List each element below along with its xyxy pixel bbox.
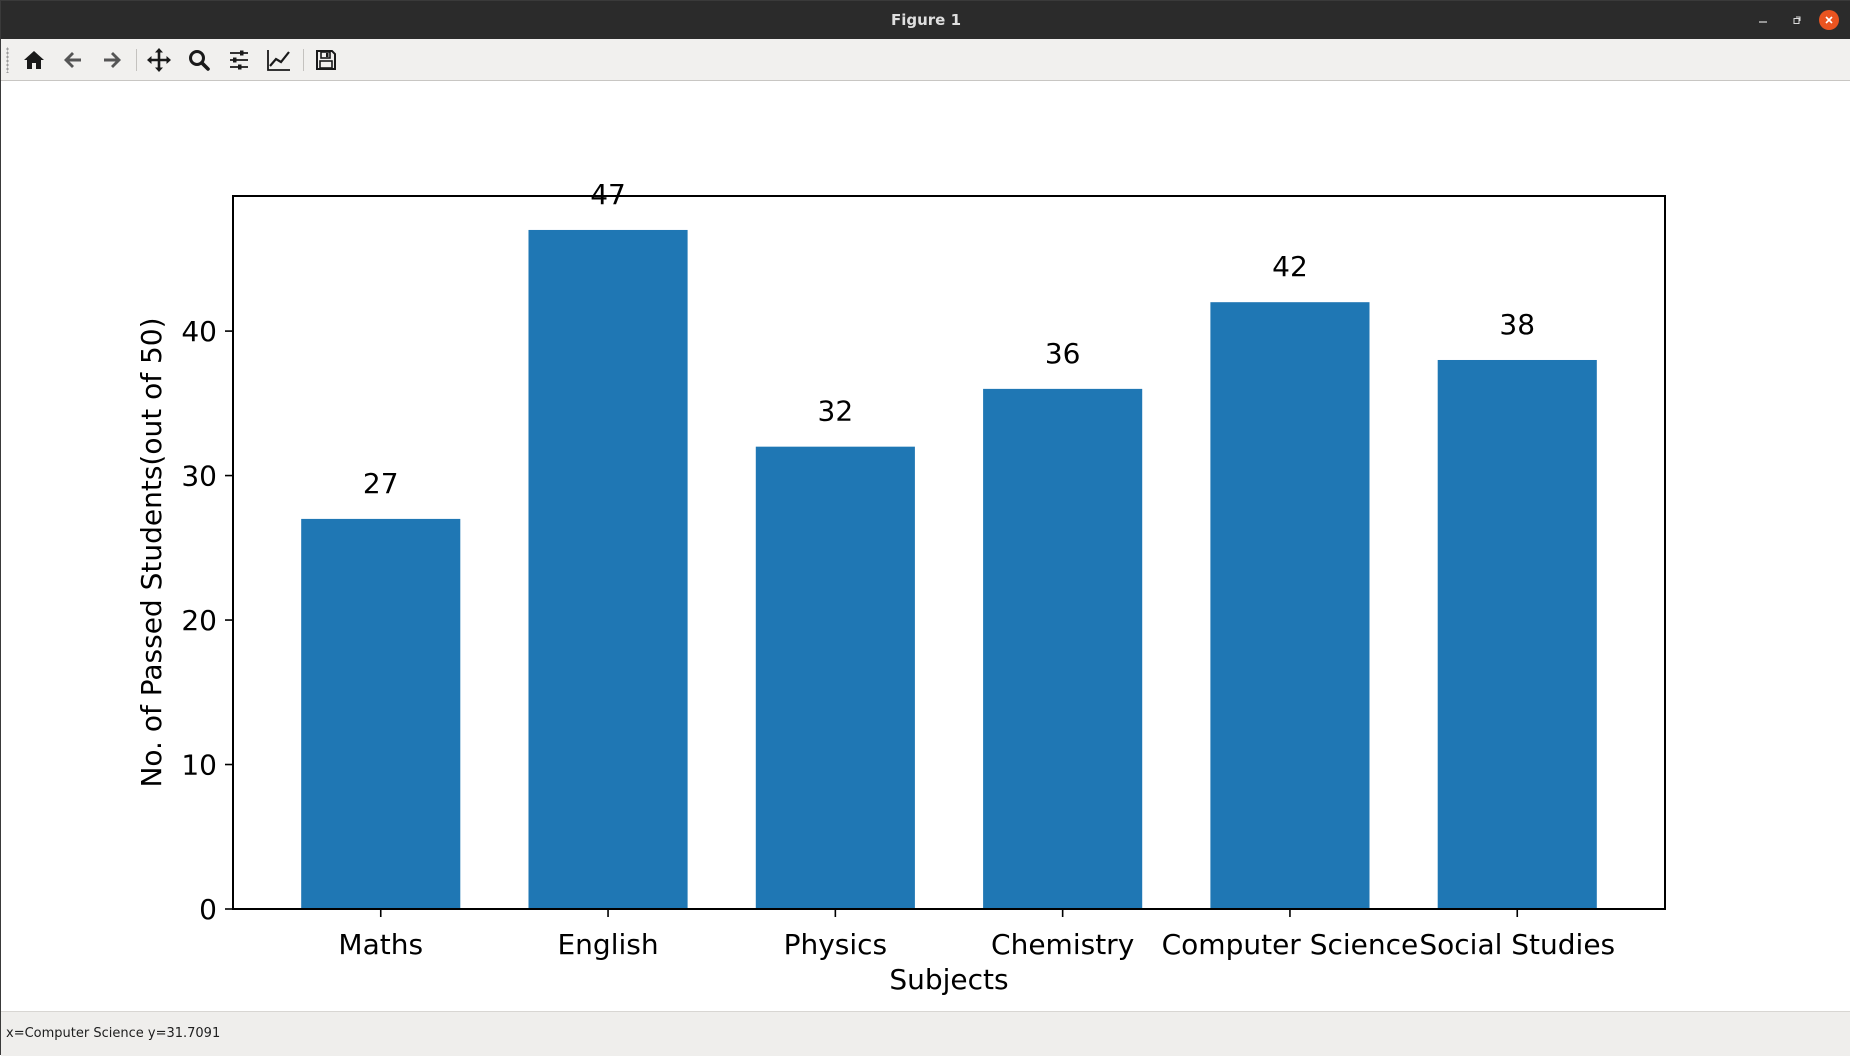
x-tick-label: English xyxy=(557,928,658,961)
edit-axis-icon xyxy=(267,50,290,71)
window-title: Figure 1 xyxy=(890,11,962,29)
close-button[interactable] xyxy=(1819,10,1839,30)
minimize-button[interactable] xyxy=(1753,10,1773,30)
bar-value-label: 47 xyxy=(590,178,626,211)
status-bar: x=Computer Science y=31.7091 xyxy=(1,1011,1850,1056)
back-button[interactable] xyxy=(57,44,89,76)
x-tick-label: Social Studies xyxy=(1419,928,1615,961)
y-tick-label: 30 xyxy=(181,460,217,493)
home-icon xyxy=(24,51,44,69)
figure-canvas[interactable]: 0 10 20 30 40 Maths English Physics Chemistry Co… xyxy=(1,81,1850,1011)
zoom-icon xyxy=(189,50,210,71)
back-arrow-icon xyxy=(64,52,81,68)
bar-chart: 0 10 20 30 40 Maths English Physics Chemistry Co… xyxy=(135,178,1666,996)
bar-value-label: 42 xyxy=(1272,250,1308,283)
forward-button[interactable] xyxy=(96,44,128,76)
navigation-toolbar xyxy=(1,39,1850,81)
edit-axis-button[interactable] xyxy=(263,44,295,76)
forward-arrow-icon xyxy=(104,52,121,68)
save-icon xyxy=(316,50,336,70)
home-button[interactable] xyxy=(18,44,50,76)
configure-subplots-icon xyxy=(230,50,248,70)
bar-value-label: 38 xyxy=(1499,308,1535,341)
toolbar-grip[interactable] xyxy=(6,47,9,73)
axes-frame xyxy=(232,195,1666,910)
y-tick-label: 20 xyxy=(181,604,217,637)
cursor-coordinates: x=Computer Science y=31.7091 xyxy=(6,1026,221,1041)
bar-chemistry xyxy=(983,388,1143,909)
restore-button[interactable] xyxy=(1787,10,1807,30)
pan-icon xyxy=(147,48,171,72)
y-tick-label: 40 xyxy=(181,315,217,348)
x-axis-label: Subjects xyxy=(889,963,1008,996)
bar-value-label: 27 xyxy=(363,467,399,500)
bar-social-studies xyxy=(1437,359,1597,909)
x-tick-label: Maths xyxy=(338,928,423,961)
x-tick-label: Computer Science xyxy=(1162,928,1419,961)
bar-computer-science xyxy=(1210,302,1370,909)
pan-button[interactable] xyxy=(143,44,175,76)
bar-value-label: 32 xyxy=(818,395,854,428)
restore-icon xyxy=(1793,16,1801,24)
bar-physics xyxy=(755,446,915,909)
save-button[interactable] xyxy=(310,44,342,76)
zoom-button[interactable] xyxy=(183,44,215,76)
x-tick-label: Chemistry xyxy=(991,928,1134,961)
bar-value-label: 36 xyxy=(1045,337,1081,370)
bar-english xyxy=(528,229,688,909)
y-tick-label: 0 xyxy=(199,893,217,926)
toolbar-separator xyxy=(303,49,304,71)
close-icon xyxy=(1825,16,1833,24)
x-tick-label: Physics xyxy=(784,928,888,961)
toolbar-separator xyxy=(136,49,137,71)
title-bar: Figure 1 xyxy=(1,1,1850,39)
y-axis-label: No. of Passed Students(out of 50) xyxy=(135,317,168,787)
y-tick-label: 10 xyxy=(181,749,217,782)
bar-maths xyxy=(301,518,461,909)
configure-subplots-button[interactable] xyxy=(223,44,255,76)
minimize-icon xyxy=(1759,21,1767,23)
